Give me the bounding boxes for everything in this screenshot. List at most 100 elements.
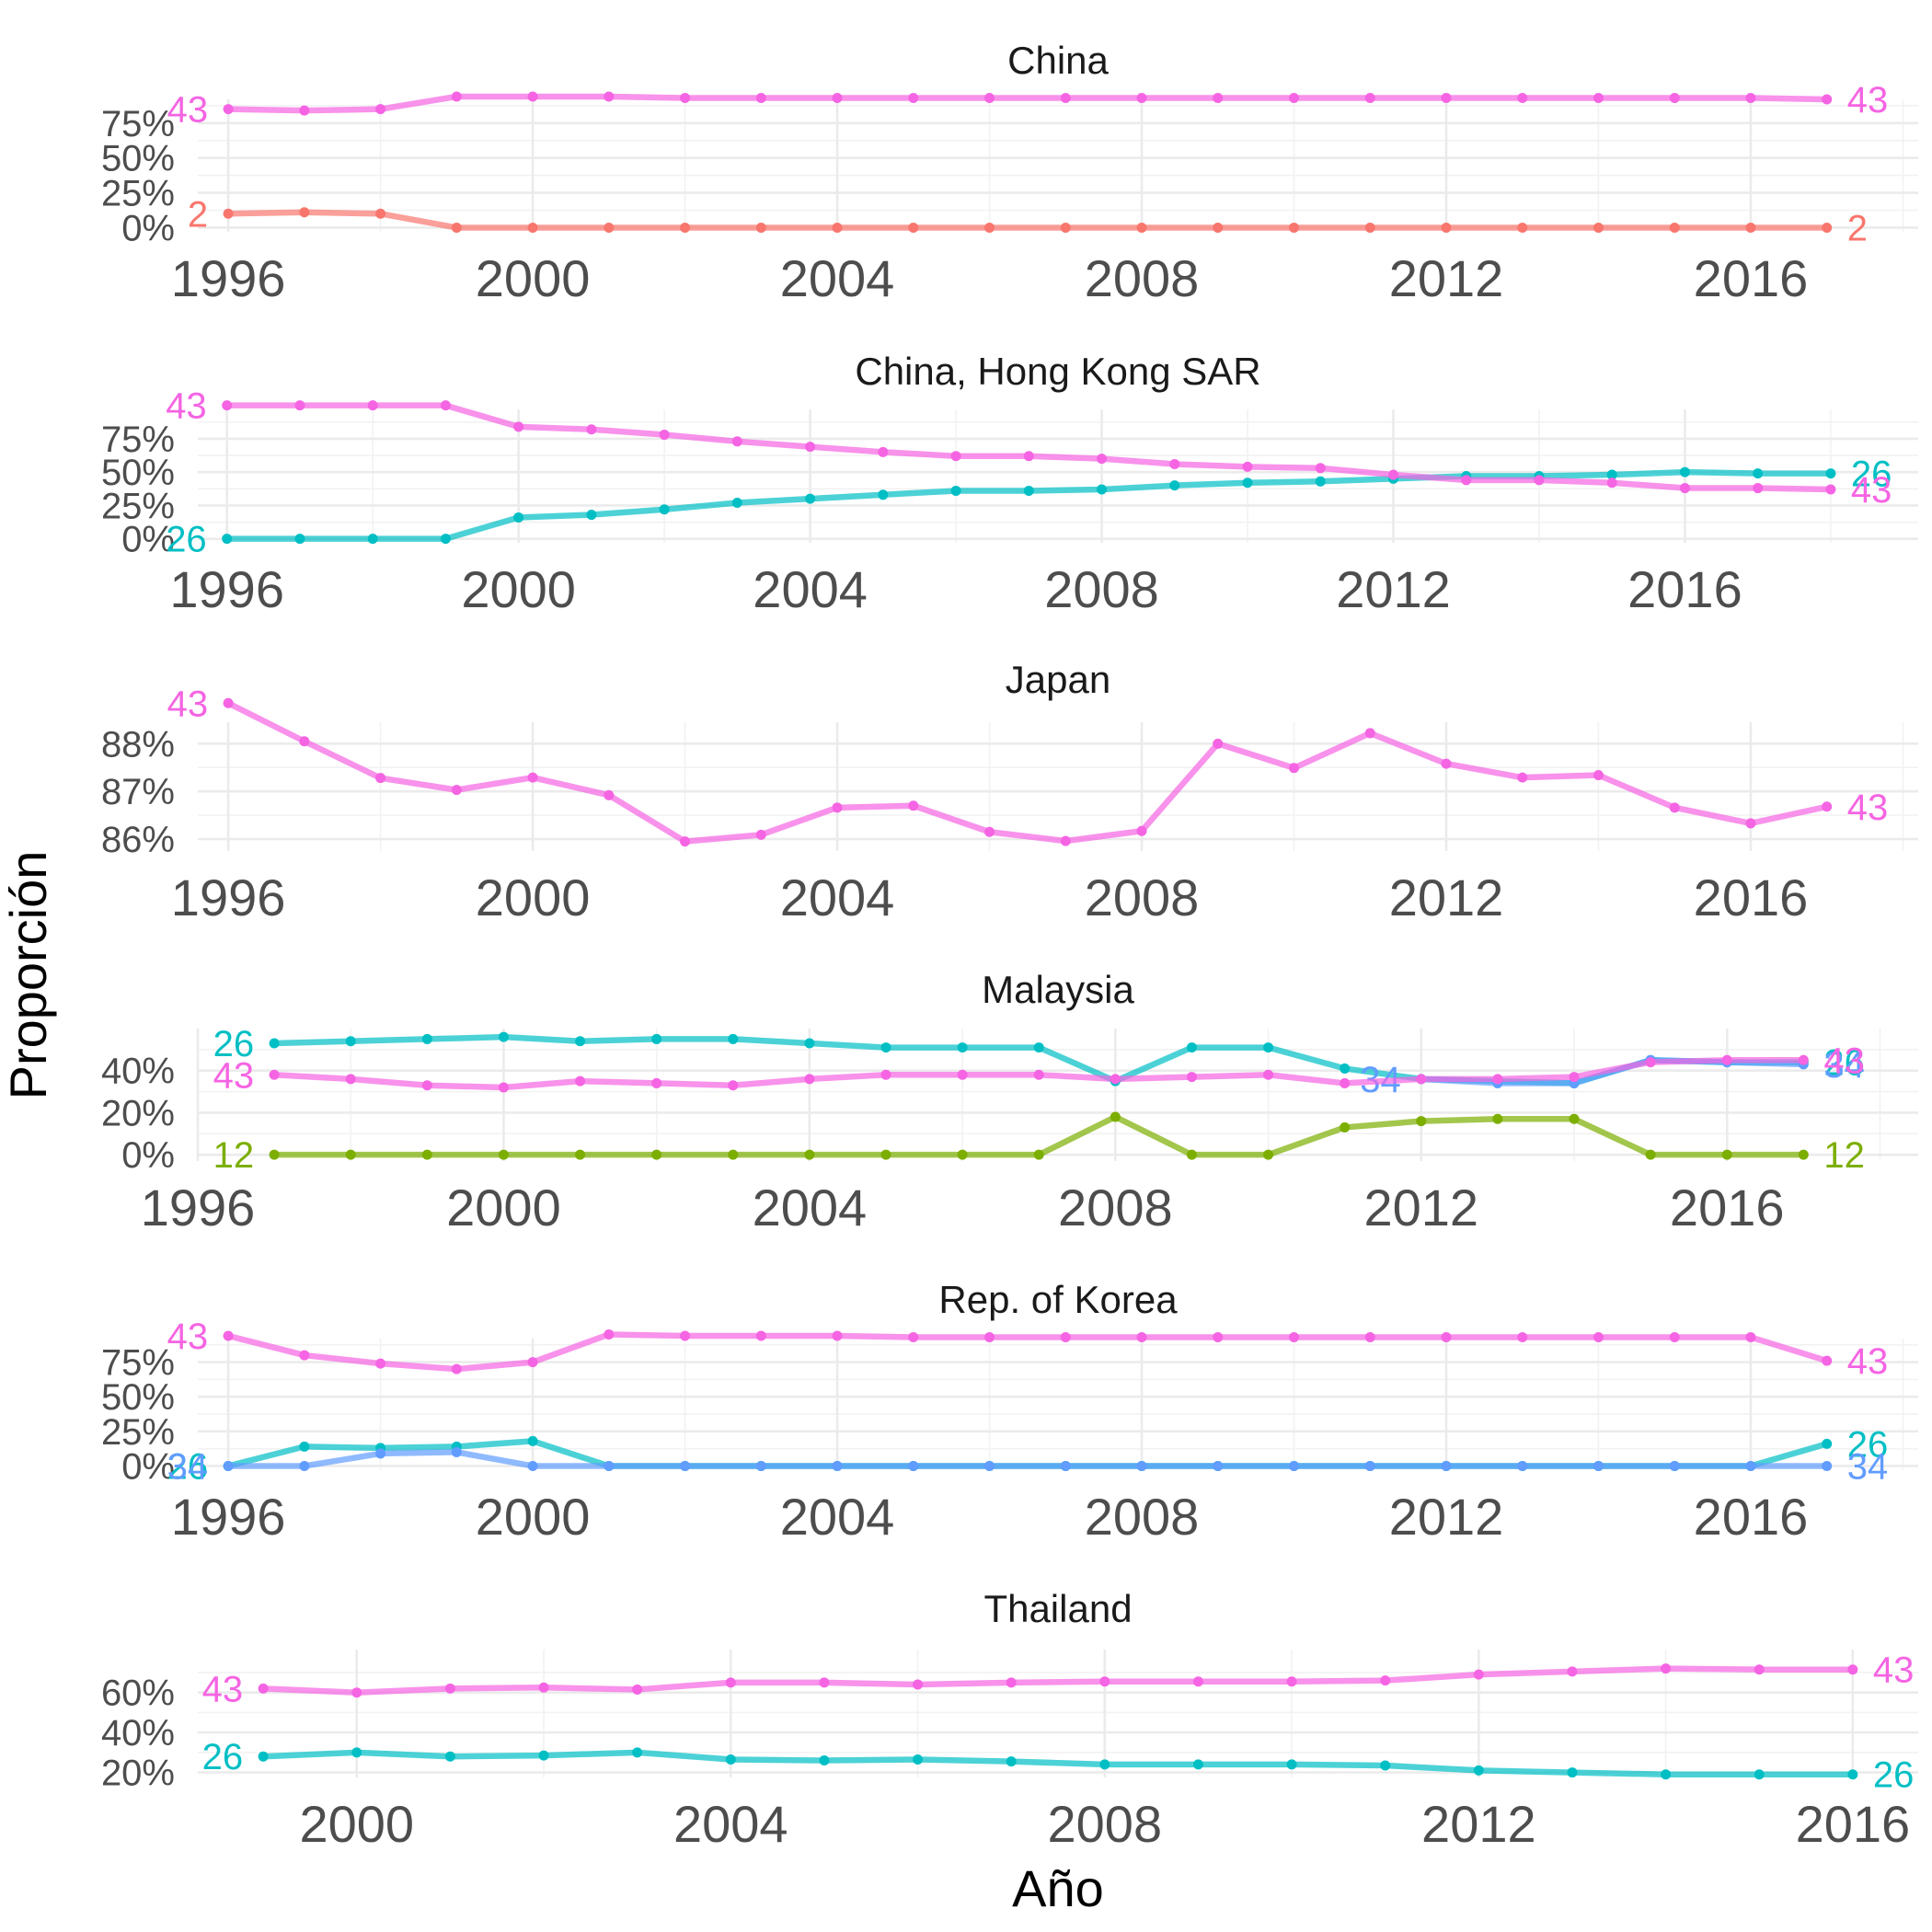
series-line [228,209,1827,231]
data-point [804,1149,815,1160]
data-point [1822,1355,1833,1366]
data-point [1213,1460,1224,1471]
x-tick-label: 2012 [1421,1795,1536,1853]
x-tick-label: 2000 [476,249,591,307]
data-point [1136,825,1147,836]
y-tick-label: 20% [101,1754,175,1794]
x-axis-title: Año [1012,1859,1104,1917]
data-point [586,424,597,435]
data-point [223,104,234,115]
data-point [832,1460,843,1471]
data-point [1186,1042,1197,1053]
data-point [223,697,234,708]
series-line [228,1449,1827,1469]
series-end-label: 2 [1847,208,1868,248]
data-point [1847,1769,1858,1780]
data-point [294,400,305,411]
series-start-label: 2 [188,194,208,235]
data-point [1380,1760,1391,1771]
data-point [1364,1331,1375,1342]
data-point [1242,461,1253,472]
data-point [1169,458,1180,469]
series-26: 26 26 [166,454,1892,560]
series-start-label: 34 [167,1446,209,1487]
data-point [1822,94,1833,105]
data-point [1097,454,1108,465]
panel-rep-of-korea: Rep. of Korea 0%25%50%75% 1996 2000 2004 2008… [101,1278,1918,1546]
x-tick-label: 2008 [1048,1795,1163,1853]
series-end-label: 43 [1847,80,1889,121]
data-point [755,1460,766,1471]
data-point [728,1149,739,1160]
data-point [1669,1331,1680,1342]
data-point [604,1460,615,1471]
data-point [351,1747,362,1758]
data-point [680,222,691,233]
data-point [880,1149,891,1160]
data-point [880,1042,891,1053]
data-point [804,1074,815,1085]
x-tick-label: 2016 [1627,560,1742,618]
series-start-label: 43 [202,1669,244,1709]
y-tick-label: 50% [101,1377,175,1418]
y-tick-label: 0% [121,208,175,248]
data-point [913,1754,924,1765]
data-point [375,773,386,784]
data-point [1661,1663,1672,1674]
data-point [575,1149,586,1160]
data-point [1847,1664,1858,1675]
data-point [527,1357,538,1368]
data-point [984,222,995,233]
data-point [299,1350,310,1361]
data-point [451,91,462,102]
y-tick-label: 88% [101,724,175,765]
data-point [527,1435,538,1446]
data-point [538,1682,549,1693]
data-point [1593,92,1604,103]
data-point [1473,1765,1484,1776]
data-point [731,436,742,447]
x-tick-label: 2008 [1058,1179,1173,1236]
data-point [805,493,816,504]
data-point [1567,1666,1578,1677]
panel-title: Rep. of Korea [938,1278,1178,1321]
data-point [1033,1149,1044,1160]
data-point [1023,451,1034,462]
data-point [1136,92,1147,103]
data-point [1060,1460,1071,1471]
x-tick-label: 1996 [169,560,284,618]
data-point [421,1149,432,1160]
data-point [1110,1074,1121,1085]
series-start-label: 43 [213,1055,255,1096]
data-point [451,785,462,796]
data-point [1517,222,1528,233]
data-point [345,1149,356,1160]
series-start-label: 26 [213,1024,255,1064]
data-point [269,1038,280,1049]
data-point [1289,1331,1300,1342]
x-tick-label: 2004 [753,1179,868,1236]
data-point [1006,1677,1017,1688]
series-end-label: 26 [1823,1043,1865,1084]
data-point [1753,483,1764,494]
data-point [586,510,597,521]
data-point [832,802,843,813]
data-point [1822,801,1833,812]
data-point [1364,92,1375,103]
data-point [1136,222,1147,233]
data-point [1534,475,1545,486]
data-point [1606,469,1617,480]
data-point [1569,1113,1580,1124]
x-tick-label: 1996 [171,868,286,926]
data-point [908,222,919,233]
data-point [651,1033,662,1044]
data-point [1186,1149,1197,1160]
data-point [832,92,843,103]
data-point [1136,1460,1147,1471]
data-point [1099,1676,1110,1687]
data-point [1263,1149,1274,1160]
series-start-label: 43 [167,684,209,724]
